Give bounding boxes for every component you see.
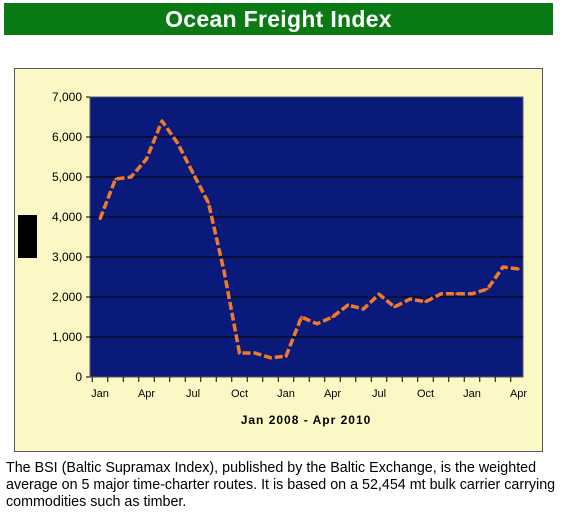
data-point bbox=[238, 351, 241, 355]
data-point bbox=[362, 307, 365, 311]
data-point bbox=[207, 201, 210, 205]
data-point bbox=[346, 303, 350, 307]
series-line bbox=[98, 119, 519, 360]
y-tick-label: 4,000 bbox=[52, 210, 82, 224]
x-tick-label: Oct bbox=[231, 388, 248, 400]
y-tick-label: 2,000 bbox=[52, 290, 82, 304]
data-point bbox=[191, 171, 195, 175]
data-point bbox=[393, 305, 396, 309]
x-tick-label: Apr bbox=[510, 388, 527, 400]
data-point bbox=[98, 217, 102, 221]
black-marker bbox=[18, 215, 37, 258]
x-tick-label: Jul bbox=[186, 388, 200, 400]
data-point bbox=[114, 177, 117, 181]
data-point bbox=[455, 292, 458, 295]
caption-text: The BSI (Baltic Supramax Index), publish… bbox=[6, 460, 556, 510]
data-point bbox=[300, 315, 303, 319]
data-point bbox=[439, 292, 443, 295]
y-tick-label: 5,000 bbox=[52, 170, 82, 184]
x-tick-label: Jul bbox=[372, 388, 386, 400]
data-point bbox=[176, 141, 179, 145]
data-point bbox=[284, 355, 288, 358]
data-point bbox=[145, 157, 148, 161]
x-tick-label: Jan bbox=[91, 388, 109, 400]
data-point bbox=[470, 292, 474, 295]
x-tick-label: Jan bbox=[463, 388, 481, 400]
y-tick-label: 1,000 bbox=[52, 330, 82, 344]
axes bbox=[86, 96, 512, 382]
data-point bbox=[424, 300, 427, 303]
y-tick-label: 7,000 bbox=[52, 90, 82, 104]
data-point bbox=[331, 315, 334, 319]
y-tick-label: 0 bbox=[75, 370, 82, 384]
data-point bbox=[517, 267, 520, 271]
page-title: Ocean Freight Index bbox=[4, 3, 553, 35]
x-axis-label: Jan 2008 - Apr 2010 bbox=[241, 413, 372, 427]
data-point bbox=[486, 287, 489, 291]
chart-panel: 0 1,000 2,000 3,000 4,000 5,000 6,000 7,000 Jan… bbox=[14, 68, 543, 452]
x-tick-labels: Jan Apr Jul Oct Jan Apr Jul Oct Jan Apr bbox=[91, 388, 527, 400]
data-point bbox=[269, 356, 272, 359]
x-tick-label: Jan bbox=[277, 388, 295, 400]
data-point bbox=[377, 293, 381, 296]
y-tick-labels: 0 1,000 2,000 3,000 4,000 5,000 6,000 7,000 bbox=[52, 90, 82, 384]
series-layer bbox=[98, 119, 520, 360]
y-tick-label: 6,000 bbox=[52, 130, 82, 144]
data-point bbox=[222, 269, 226, 273]
data-point bbox=[129, 175, 133, 179]
x-tick-label: Apr bbox=[138, 388, 155, 400]
gridlines bbox=[90, 136, 523, 338]
x-tick-label: Apr bbox=[324, 388, 341, 400]
data-point bbox=[315, 322, 319, 325]
data-point bbox=[501, 265, 505, 269]
data-point bbox=[160, 119, 164, 123]
x-tick-label: Oct bbox=[417, 388, 434, 400]
plot-area bbox=[89, 96, 524, 378]
data-point bbox=[408, 297, 412, 301]
data-point bbox=[253, 351, 257, 355]
y-tick-label: 3,000 bbox=[52, 250, 82, 264]
line-chart: 0 1,000 2,000 3,000 4,000 5,000 6,000 7,000 Jan… bbox=[52, 90, 527, 427]
